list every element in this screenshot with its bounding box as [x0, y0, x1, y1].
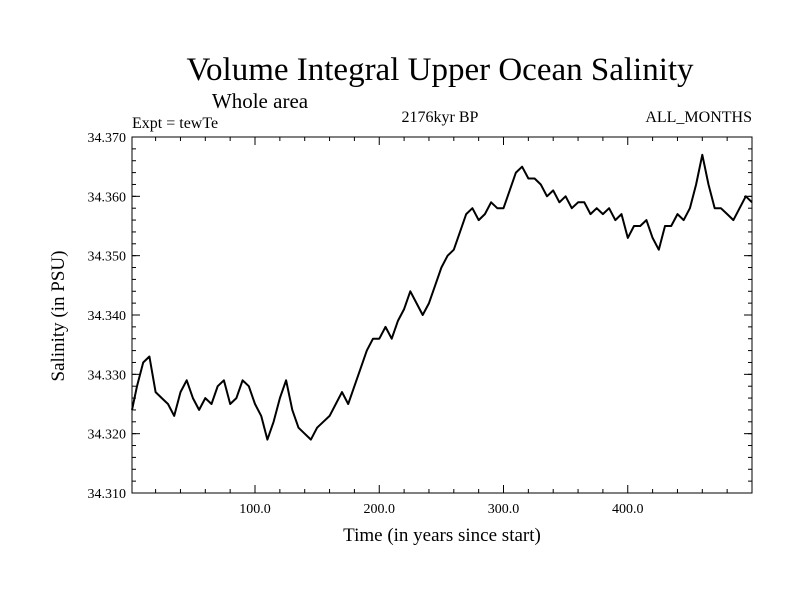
x-tick-label: 400.0: [612, 502, 644, 517]
plot-frame: [131, 136, 753, 494]
y-tick-label: 34.320: [88, 428, 127, 443]
salinity-series-line: [131, 153, 753, 441]
x-tick-label: 300.0: [488, 502, 520, 517]
y-tick-label: 34.330: [88, 368, 127, 383]
chart-title: Volume Integral Upper Ocean Salinity: [186, 52, 694, 88]
y-tick-label: 34.350: [88, 250, 127, 265]
y-tick-label: 34.360: [88, 190, 127, 205]
x-axis-label: Time (in years since start): [343, 525, 541, 546]
x-tick-label: 200.0: [364, 502, 396, 517]
y-axis-label: Salinity (in PSU): [48, 251, 69, 382]
x-tick-label: 100.0: [239, 502, 271, 517]
y-tick-label: 34.310: [88, 487, 127, 502]
y-tick-label: 34.370: [88, 131, 127, 146]
chart-subtitle: Whole area: [212, 89, 309, 113]
months-label: ALL_MONTHS: [645, 109, 752, 126]
y-tick-label: 34.340: [88, 309, 127, 324]
experiment-label: Expt = tewTe: [132, 115, 218, 132]
period-label: 2176kyr BP: [402, 109, 479, 126]
plot-area: 34.310 34.320 34.330 34.340 34.350 34.360 34.3…: [88, 131, 753, 517]
